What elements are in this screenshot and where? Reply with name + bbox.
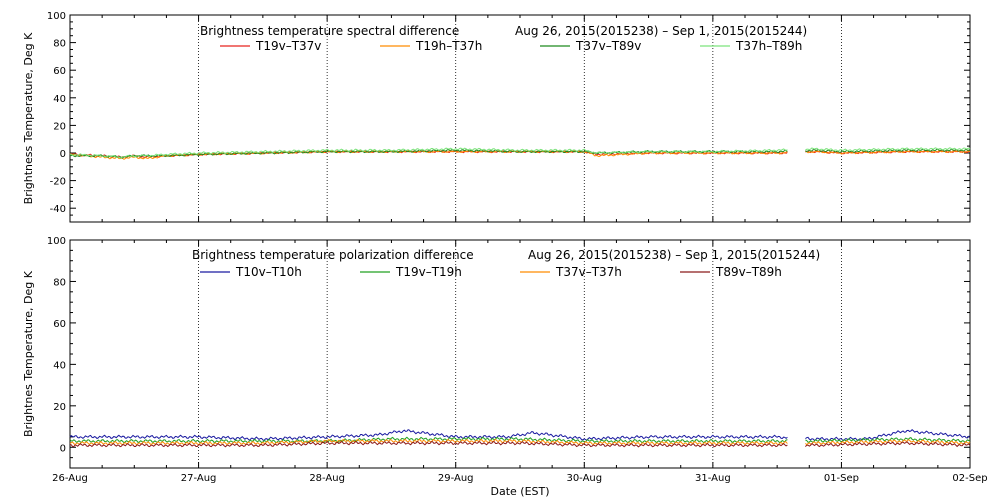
legend-label: T19v–T19h bbox=[395, 265, 462, 279]
series-line bbox=[69, 147, 971, 159]
series-segment bbox=[69, 147, 788, 159]
chart-title: Brightness temperature polarization diff… bbox=[192, 248, 474, 262]
chart-date-range: Aug 26, 2015(2015238) – Sep 1, 2015(2015… bbox=[515, 24, 807, 38]
plot-frame bbox=[69, 239, 971, 469]
chart-title: Brightness temperature spectral differen… bbox=[200, 24, 459, 38]
y-tick-label: -40 bbox=[50, 204, 66, 215]
plot-frame bbox=[69, 14, 971, 223]
y-tick-label: -20 bbox=[50, 177, 66, 188]
y-tick-label: 20 bbox=[53, 402, 66, 413]
x-tick-label: 02-Sep bbox=[952, 473, 987, 484]
series-segment bbox=[69, 440, 788, 448]
x-tick-label: 30-Aug bbox=[566, 473, 602, 484]
series-segment bbox=[805, 436, 971, 444]
legend-label: T37h–T89h bbox=[735, 39, 802, 53]
series-line bbox=[69, 429, 971, 441]
y-axis-label: Brightnes Temperature, Deg K bbox=[22, 270, 35, 437]
y-tick-label: 100 bbox=[47, 11, 66, 22]
y-tick-label: 80 bbox=[53, 277, 66, 288]
x-tick-label: 26-Aug bbox=[52, 473, 88, 484]
series-line bbox=[69, 440, 971, 448]
legend-label: T10v–T10h bbox=[235, 265, 302, 279]
y-tick-label: 80 bbox=[53, 39, 66, 50]
legend-label: T37v–T89v bbox=[575, 39, 641, 53]
y-tick-label: 40 bbox=[53, 360, 66, 371]
chart-date-range: Aug 26, 2015(2015238) – Sep 1, 2015(2015… bbox=[528, 248, 820, 262]
series-segment bbox=[69, 429, 788, 441]
series-segment bbox=[805, 441, 971, 448]
y-tick-label: 40 bbox=[53, 94, 66, 105]
y-axis-label: Brightness Temperature, Deg K bbox=[22, 32, 35, 204]
series-segment bbox=[805, 429, 971, 441]
legend-label: T89v–T89h bbox=[715, 265, 782, 279]
legend-label: T37v–T37h bbox=[555, 265, 622, 279]
x-tick-label: 28-Aug bbox=[309, 473, 345, 484]
y-tick-label: 100 bbox=[47, 236, 66, 247]
y-tick-label: 0 bbox=[60, 443, 66, 454]
x-tick-label: 29-Aug bbox=[438, 473, 474, 484]
x-axis-label: Date (EST) bbox=[490, 485, 549, 498]
y-tick-label: 20 bbox=[53, 121, 66, 132]
x-tick-label: 27-Aug bbox=[181, 473, 217, 484]
legend-label: T19v–T37v bbox=[255, 39, 321, 53]
series-segment bbox=[805, 149, 971, 155]
x-tick-label: 31-Aug bbox=[695, 473, 731, 484]
y-tick-label: 0 bbox=[60, 149, 66, 160]
y-tick-label: 60 bbox=[53, 66, 66, 77]
x-tick-label: 01-Sep bbox=[824, 473, 859, 484]
y-tick-label: 60 bbox=[53, 319, 66, 330]
legend-label: T19h–T37h bbox=[415, 39, 482, 53]
series-segment bbox=[805, 147, 971, 152]
